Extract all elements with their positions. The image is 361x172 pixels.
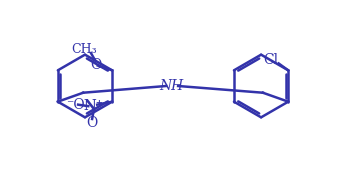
Text: O: O (87, 116, 98, 130)
Text: CH₃: CH₃ (71, 43, 97, 56)
Text: ⁻O: ⁻O (66, 98, 84, 112)
Text: Cl: Cl (263, 53, 278, 67)
Text: N⁺: N⁺ (84, 99, 104, 113)
Text: NH: NH (160, 79, 184, 93)
Text: O: O (90, 58, 101, 72)
